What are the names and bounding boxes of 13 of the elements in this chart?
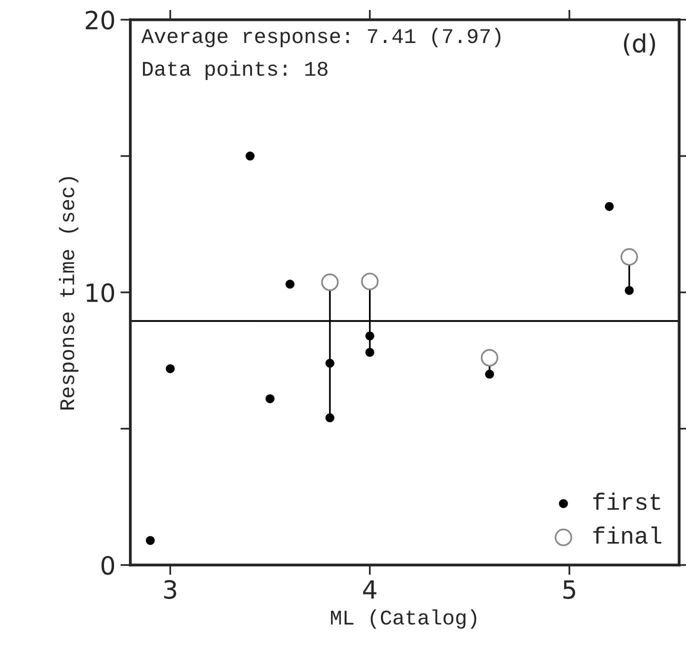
y-tick-label: 0 bbox=[102, 556, 114, 575]
annotation: Average response: 7.41 (7.97) bbox=[141, 28, 500, 48]
annotation: Data points: 18 bbox=[142, 60, 328, 80]
annotation: (d) bbox=[624, 33, 656, 56]
x-tick-label: 3 bbox=[164, 580, 176, 599]
x-axis-title: ML (Catalog) bbox=[331, 609, 476, 629]
legend-label: final bbox=[593, 526, 662, 544]
y-axis-title: Response time (sec) bbox=[58, 177, 78, 410]
y-tick-label: 20 bbox=[86, 10, 114, 30]
x-tick-label: 4 bbox=[363, 580, 376, 599]
x-tick-label: 5 bbox=[563, 580, 576, 599]
y-tick-label: 10 bbox=[86, 283, 114, 302]
legend-label: first bbox=[593, 492, 660, 510]
